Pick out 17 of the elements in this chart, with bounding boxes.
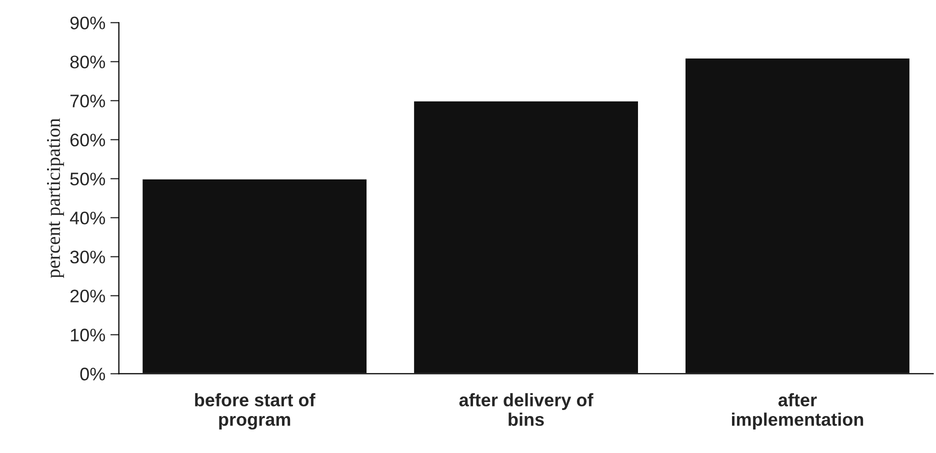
y-tick-label: 20% (70, 290, 106, 302)
y-tick-label: 50% (70, 172, 106, 186)
y-tick-label: 70% (70, 94, 106, 108)
bar (141, 178, 368, 374)
bar (412, 100, 640, 374)
y-tick-label: 30% (70, 250, 106, 264)
bar (684, 57, 911, 374)
y-tick-label: 0% (80, 368, 106, 380)
y-tick-label: 10% (70, 328, 106, 342)
y-tick-label: 90% (70, 16, 106, 30)
y-tick-label: 80% (70, 56, 106, 68)
x-tick-label: after delivery of bins (459, 393, 594, 426)
y-tick-label: 40% (70, 212, 106, 224)
y-tick-label: 60% (70, 134, 106, 146)
x-tick-label: before start of program (195, 393, 316, 430)
y-axis-title: percent participation (46, 118, 64, 278)
x-tick-label: after implementation (732, 393, 864, 430)
